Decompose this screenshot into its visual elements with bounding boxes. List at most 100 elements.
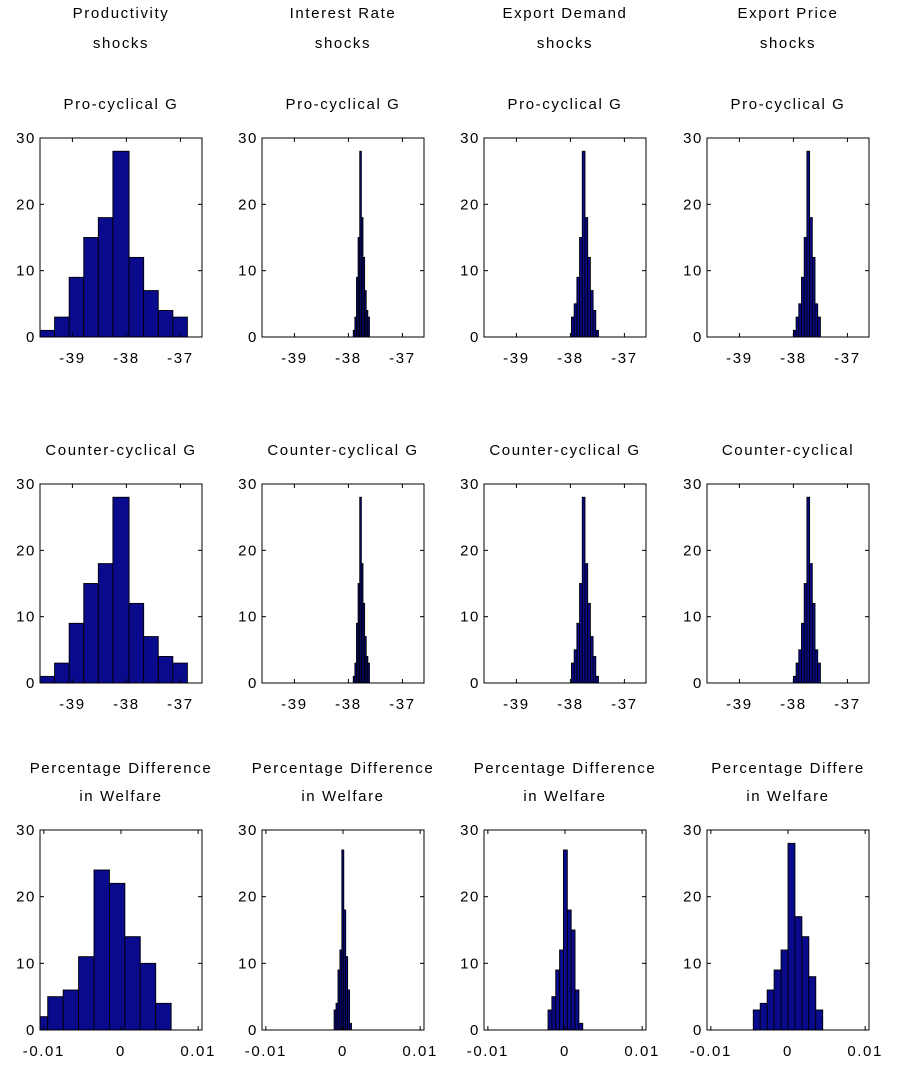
histogram-bar bbox=[794, 916, 803, 1031]
histogram-bar bbox=[108, 882, 126, 1031]
histogram-bar bbox=[157, 656, 174, 684]
panel-title: in Welfare bbox=[523, 788, 606, 805]
x-tick-label: 0.01 bbox=[847, 1043, 883, 1060]
axes-box bbox=[706, 137, 870, 338]
y-tick-label: 20 bbox=[460, 196, 480, 213]
x-tick-label: -39 bbox=[726, 696, 752, 713]
histogram-bar bbox=[39, 329, 56, 338]
histogram-bar bbox=[128, 256, 145, 338]
x-tick-label: 0 bbox=[783, 1043, 793, 1060]
histogram-bar bbox=[766, 989, 775, 1031]
axes-box bbox=[261, 137, 425, 338]
y-tick-label: 10 bbox=[16, 263, 36, 280]
x-tick-label: -37 bbox=[834, 696, 860, 713]
x-tick-label: -37 bbox=[167, 350, 193, 367]
histogram-bar bbox=[817, 316, 821, 338]
histogram-bar bbox=[47, 996, 64, 1031]
histogram-bar bbox=[83, 237, 99, 338]
y-tick-label: 20 bbox=[460, 542, 480, 559]
axes-box bbox=[483, 483, 647, 684]
histogram-bar bbox=[139, 962, 157, 1031]
y-tick-label: 0 bbox=[693, 1022, 703, 1039]
y-tick-label: 0 bbox=[26, 675, 36, 692]
y-tick-label: 30 bbox=[460, 130, 480, 147]
x-tick-label: -0.01 bbox=[23, 1043, 65, 1060]
x-tick-label: -37 bbox=[611, 696, 637, 713]
histogram-bar bbox=[547, 1009, 553, 1031]
panel-title: Counter-cyclical bbox=[722, 442, 854, 459]
panel-title: Counter-cyclical G bbox=[267, 442, 418, 459]
histogram-bar bbox=[367, 316, 370, 338]
y-tick-label: 0 bbox=[248, 675, 258, 692]
panel-title: Percentage Differe bbox=[711, 760, 865, 777]
histogram-bar bbox=[143, 636, 159, 684]
y-tick-label: 30 bbox=[238, 130, 258, 147]
histogram-bar bbox=[54, 662, 70, 684]
histogram-bar bbox=[112, 496, 130, 684]
histogram-bar bbox=[39, 675, 56, 684]
y-tick-label: 10 bbox=[460, 609, 480, 626]
column-title: Export Demand bbox=[502, 5, 627, 22]
panel-title: Percentage Difference bbox=[252, 760, 435, 777]
y-tick-label: 20 bbox=[683, 889, 703, 906]
x-tick-label: 0 bbox=[338, 1043, 348, 1060]
histogram-bar bbox=[817, 662, 821, 684]
column-title: shocks bbox=[537, 35, 593, 52]
x-tick-label: -38 bbox=[113, 696, 139, 713]
y-tick-label: 10 bbox=[460, 955, 480, 972]
y-tick-label: 10 bbox=[683, 955, 703, 972]
x-tick-label: -39 bbox=[281, 696, 307, 713]
panel-title: Pro-cyclical G bbox=[64, 96, 179, 113]
panel-title: Percentage Difference bbox=[474, 760, 657, 777]
histogram-bar bbox=[97, 217, 114, 338]
histogram-bar bbox=[83, 583, 99, 684]
panel-title: Counter-cyclical G bbox=[45, 442, 196, 459]
y-tick-label: 30 bbox=[16, 130, 36, 147]
histogram-bar bbox=[128, 602, 145, 684]
histogram-bar bbox=[752, 1009, 761, 1031]
histogram-bar bbox=[808, 976, 817, 1031]
x-tick-label: 0.01 bbox=[402, 1043, 438, 1060]
histogram-bar bbox=[773, 969, 782, 1031]
y-tick-label: 0 bbox=[470, 329, 480, 346]
axes-box bbox=[39, 483, 203, 684]
histogram-bar bbox=[157, 310, 174, 338]
y-tick-label: 10 bbox=[238, 955, 258, 972]
x-tick-label: 0 bbox=[116, 1043, 126, 1060]
x-tick-label: -39 bbox=[59, 350, 85, 367]
y-tick-label: 30 bbox=[16, 822, 36, 839]
histogram-bar bbox=[759, 1002, 768, 1031]
x-tick-label: -0.01 bbox=[690, 1043, 732, 1060]
histogram-bar bbox=[78, 956, 95, 1031]
x-tick-label: -39 bbox=[503, 696, 529, 713]
y-tick-label: 20 bbox=[16, 889, 36, 906]
histogram-bar bbox=[559, 949, 564, 1031]
column-title: Interest Rate bbox=[290, 5, 397, 22]
x-tick-label: -39 bbox=[503, 350, 529, 367]
histogram-bar bbox=[595, 329, 599, 338]
x-tick-label: -37 bbox=[834, 350, 860, 367]
histogram-bar bbox=[97, 563, 114, 684]
axes-box bbox=[261, 483, 425, 684]
x-tick-label: -38 bbox=[335, 696, 361, 713]
histogram-bar bbox=[143, 290, 159, 338]
y-tick-label: 20 bbox=[460, 889, 480, 906]
panel-title: Pro-cyclical G bbox=[286, 96, 401, 113]
histogram-bar bbox=[349, 1022, 352, 1031]
y-tick-label: 30 bbox=[683, 130, 703, 147]
histogram-bar bbox=[93, 869, 110, 1031]
y-tick-label: 20 bbox=[16, 542, 36, 559]
y-tick-label: 20 bbox=[238, 196, 258, 213]
histogram-bar bbox=[787, 842, 796, 1031]
x-tick-label: -38 bbox=[557, 696, 583, 713]
histogram-bar bbox=[367, 662, 370, 684]
y-tick-label: 30 bbox=[683, 822, 703, 839]
panel-title: Pro-cyclical G bbox=[731, 96, 846, 113]
y-tick-label: 0 bbox=[693, 675, 703, 692]
axes-box bbox=[483, 137, 647, 338]
y-tick-label: 10 bbox=[238, 609, 258, 626]
axes-box bbox=[39, 137, 203, 338]
histogram-bar bbox=[815, 1009, 824, 1031]
y-tick-label: 0 bbox=[26, 329, 36, 346]
